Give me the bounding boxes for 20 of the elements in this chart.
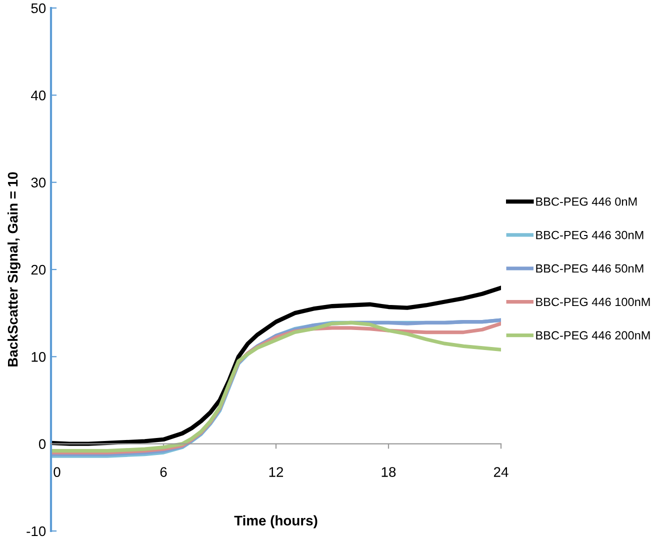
y-tick-label: -10: [26, 526, 46, 536]
y-tick-label: 50: [31, 3, 46, 14]
legend-label: BBC-PEG 446 0nM: [536, 197, 637, 206]
y-tick-label: 0: [38, 439, 46, 450]
x-tick-label: 6: [160, 467, 167, 477]
y-tick-label: 30: [31, 178, 46, 188]
legend-label: BBC-PEG 446 30nM: [536, 230, 644, 240]
x-tick-label: 0: [54, 467, 60, 477]
x-tick-label: 12: [269, 467, 284, 477]
x-tick-label: 18: [382, 467, 396, 477]
legend-label: BBC-PEG 446 100nM: [536, 298, 650, 306]
legend-label: BBC-PEG 446 50nM: [536, 264, 644, 273]
y-tick-label: 40: [31, 90, 46, 100]
legend-label: BBC-PEG 446 200nM: [536, 331, 650, 340]
x-axis-title: Time (hours): [234, 515, 318, 528]
x-tick-label: 24: [494, 467, 508, 477]
line-series: [51, 286, 501, 446]
y-tick-label: 10: [32, 352, 46, 362]
y-axis-title: BackScatter Signal, Gain = 10: [8, 172, 21, 366]
y-tick-label: 20: [31, 264, 46, 275]
